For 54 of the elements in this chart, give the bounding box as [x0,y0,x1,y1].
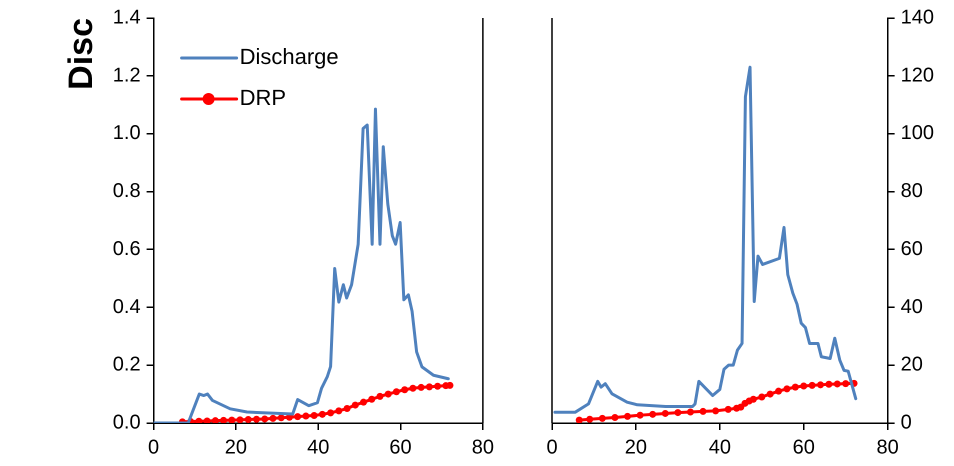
y-tick-label: 1.0 [112,122,141,144]
x-tick-label: 20 [224,436,248,459]
y2-tick-label: 60 [900,238,923,260]
y-tick-label: 0.8 [112,180,141,202]
point [808,382,816,389]
point [825,380,832,388]
y-tick-label: 0.0 [112,412,141,434]
point [834,380,841,388]
x-tick-label: 40 [307,436,330,459]
point [576,416,583,423]
point [586,416,594,423]
point [783,385,790,392]
point [611,414,618,422]
x-tick-label: 0 [148,436,160,459]
y-axis-title: Disc [62,18,100,90]
y2-tick-label: 40 [900,296,923,318]
x-tick-label: 60 [389,436,412,459]
point [800,382,808,390]
y2-tick-label: 100 [900,122,934,144]
point [766,390,774,398]
x-tick-label: 40 [708,436,731,459]
x-tick-label: 80 [876,436,899,459]
y-tick-label: 1.2 [112,64,141,86]
x-tick-label: 20 [624,436,648,459]
point [649,410,656,418]
point [817,381,824,388]
legend-label: Discharge [240,44,339,70]
point [842,380,850,388]
y-tick-label: 0.2 [112,354,141,376]
y-tick-label: 0.6 [112,238,141,260]
y2-tick-label: 0 [900,412,912,434]
point [792,384,799,391]
point [686,408,694,416]
point [700,408,707,415]
x-tick-label: 80 [472,436,494,459]
y2-tick-label: 120 [900,64,934,86]
point [674,409,682,416]
point [724,406,732,413]
point [750,396,757,403]
point [624,412,632,420]
y2-tick-label: 140 [900,6,934,29]
point [758,393,766,400]
x-tick-label: 60 [792,436,815,459]
point [775,388,782,395]
y2-tick-label: 20 [900,354,923,376]
point [636,412,644,419]
y-tick-label: 0.4 [112,296,141,318]
legend-label: DRP [240,85,286,110]
x-tick-label: 0 [546,436,558,459]
point [662,410,669,417]
point [598,414,606,422]
point [712,407,720,414]
y2-tick-label: 80 [900,180,923,202]
y-tick-label: 1.4 [112,6,141,29]
